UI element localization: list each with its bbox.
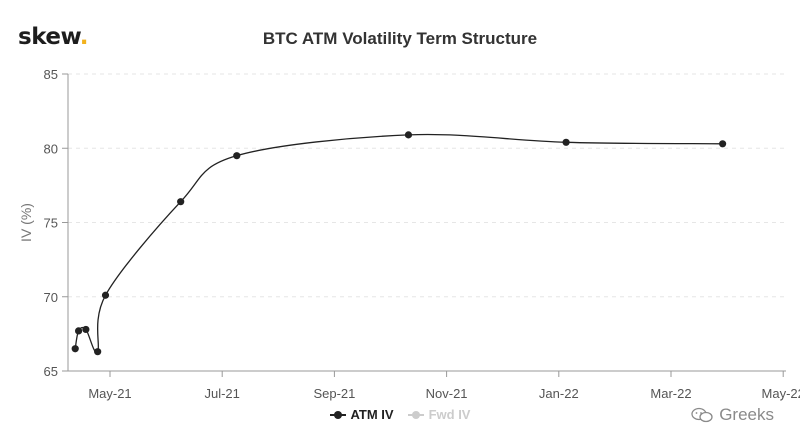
y-axis-label: IV (%) (18, 203, 34, 242)
skew-logo: skew. (18, 24, 89, 50)
logo-dot: . (79, 24, 89, 50)
data-point-atm-iv-3 (94, 348, 102, 356)
chart-title: BTC ATM Volatility Term Structure (262, 29, 538, 48)
data-point-atm-iv-7 (404, 131, 413, 139)
legend-label-fwd-iv: Fwd IV (428, 407, 471, 422)
y-tick-label-65: 65 (44, 364, 58, 379)
data-point-atm-iv-1 (74, 327, 83, 335)
legend-item-fwd-iv[interactable]: Fwd IV (407, 407, 471, 422)
x-tick-label-Nov-21: Nov-21 (426, 386, 468, 401)
data-point-atm-iv-5 (177, 198, 185, 206)
x-tick-label-May-21: May-21 (88, 386, 131, 401)
legend-label-atm-iv: ATM IV (350, 407, 394, 422)
legend-item-atm-iv[interactable]: ATM IV (329, 407, 394, 422)
y-tick-label-80: 80 (44, 141, 58, 156)
x-tick-label-Jan-22: Jan-22 (539, 386, 579, 401)
data-point-atm-iv-6 (233, 152, 241, 160)
data-point-atm-iv-8 (562, 138, 570, 146)
wechat-icon (691, 407, 713, 423)
logo-text: skew (18, 24, 80, 50)
x-tick-label-Jul-21: Jul-21 (204, 386, 239, 401)
legend: ATM IV Fwd IV (0, 407, 800, 422)
legend-marker-fwd-iv (407, 410, 424, 420)
watermark: Greeks (691, 405, 774, 425)
series-line-atm-iv (74, 133, 723, 354)
x-tick-label-May-22: May-22 (762, 386, 800, 401)
data-point-atm-iv-4 (101, 291, 110, 299)
y-tick-label-70: 70 (44, 290, 58, 305)
x-tick-label-Sep-21: Sep-21 (313, 386, 355, 401)
legend-marker-atm-iv (329, 410, 346, 420)
data-point-atm-iv-9 (719, 140, 727, 148)
y-tick-label-85: 85 (44, 67, 58, 82)
y-tick-label-75: 75 (44, 216, 58, 231)
data-point-atm-iv-2 (82, 325, 90, 334)
data-point-atm-iv-0 (71, 345, 79, 353)
x-tick-label-Mar-22: Mar-22 (650, 386, 691, 401)
watermark-text: Greeks (719, 405, 774, 424)
